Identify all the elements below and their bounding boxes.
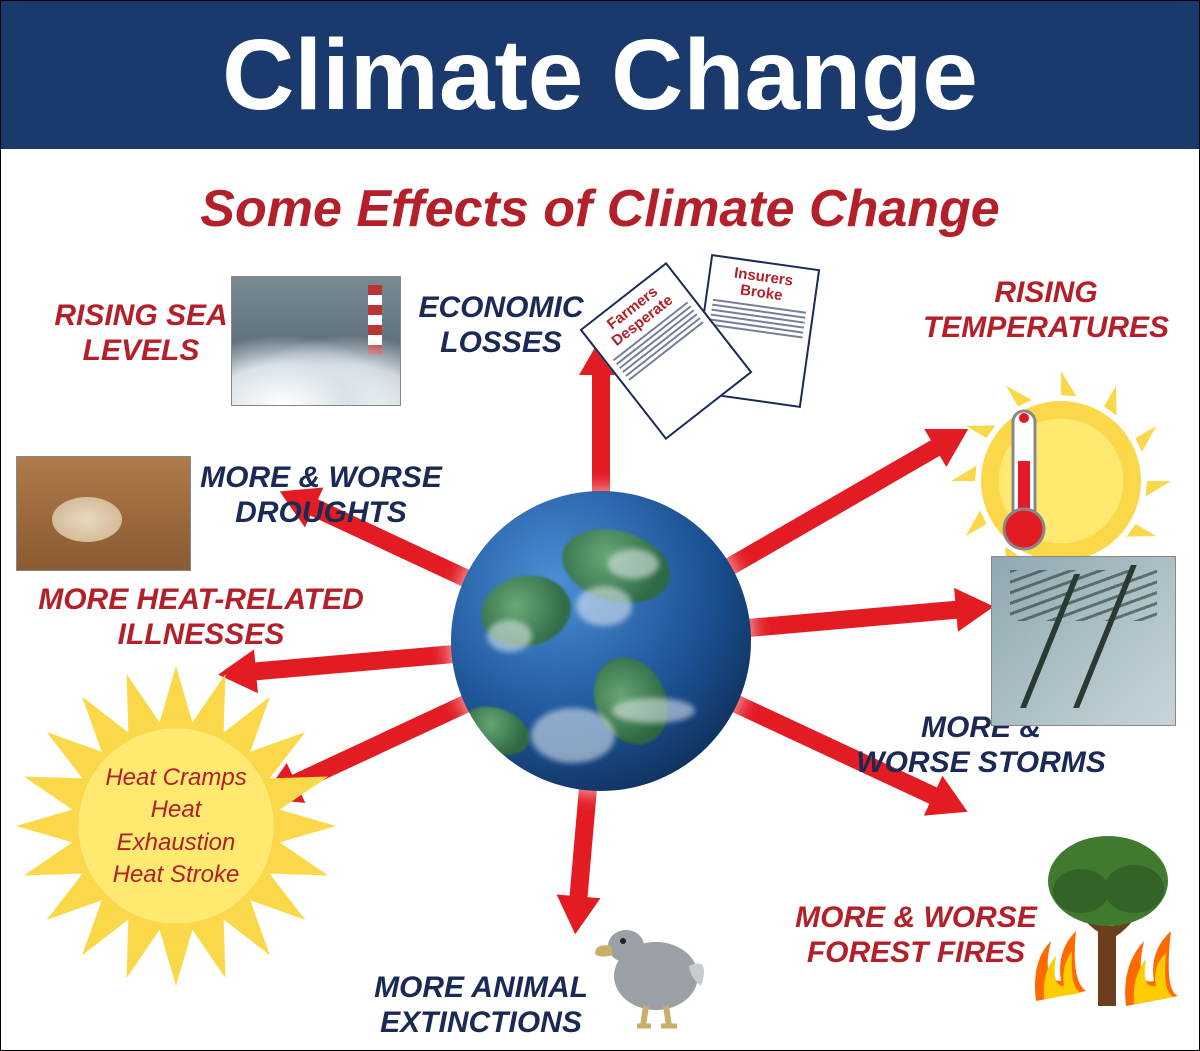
heat-illness-list: Heat CrampsHeatExhaustionHeat Stroke xyxy=(16,762,336,892)
label-extinct: MORE ANIMAL EXTINCTIONS xyxy=(331,971,631,1040)
header-band: Climate Change xyxy=(1,1,1199,149)
subtitle: Some Effects of Climate Change xyxy=(1,179,1199,239)
forest-fire-icon xyxy=(1026,831,1186,1021)
sea-waves-photo xyxy=(231,276,401,406)
label-econ: ECONOMIC LOSSES xyxy=(396,291,606,360)
label-fire: MORE & WORSE FOREST FIRES xyxy=(761,901,1071,970)
label-sea: RISING SEA LEVELS xyxy=(26,299,256,368)
header-title: Climate Change xyxy=(222,19,978,131)
label-ill: MORE HEAT-RELATED ILLNESSES xyxy=(21,583,381,652)
storm-photo xyxy=(991,556,1176,726)
heat-illness-sun-icon: Heat CrampsHeatExhaustionHeat Stroke xyxy=(16,666,336,986)
label-drought: MORE & WORSE DROUGHTS xyxy=(176,461,466,530)
newspaper-icon: Insurers Broke Farmers Desperate xyxy=(611,261,831,441)
drought-photo xyxy=(16,456,191,571)
label-temp: RISING TEMPERATURES xyxy=(896,276,1196,345)
dodo-bird-icon xyxy=(591,901,711,1031)
earth-icon xyxy=(451,491,751,791)
